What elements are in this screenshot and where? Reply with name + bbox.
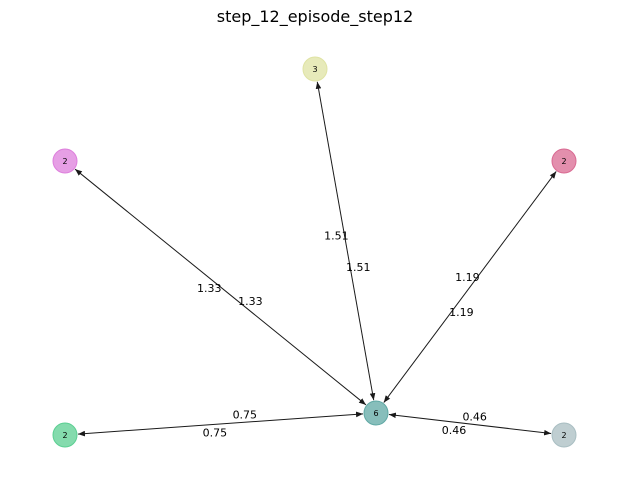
edge-weight-label: 1.33 [238, 295, 263, 308]
node-circle [551, 422, 577, 448]
edge-weight-label: 1.19 [455, 271, 480, 284]
node-label: 2 [561, 157, 566, 166]
edge-center-upper_right [383, 171, 557, 403]
node-circle [52, 422, 78, 448]
node-lower_left: 2 [52, 422, 78, 448]
edge-center-upper_left [74, 168, 367, 406]
edge-weight-label: 1.19 [449, 306, 474, 319]
node-top: 3 [302, 56, 328, 82]
edge-center-lower_left [77, 411, 364, 437]
node-label: 3 [312, 65, 317, 74]
node-label: 6 [373, 409, 378, 418]
edges-layer [74, 81, 557, 437]
node-upper_left: 2 [52, 148, 78, 174]
edge-weight-label: 0.46 [462, 410, 487, 423]
node-label: 2 [62, 157, 67, 166]
diagram-title: step_12_episode_step12 [216, 7, 414, 26]
nodes-layer: 6 3 2 2 2 2 [52, 56, 577, 448]
edge-weight-label: 1.33 [197, 282, 222, 295]
node-circle [52, 148, 78, 174]
edge-weight-label: 0.75 [233, 408, 258, 421]
node-center: 6 [363, 400, 389, 426]
node-circle [551, 148, 577, 174]
edge-weight-label: 0.46 [442, 424, 467, 437]
edge-weight-label: 1.51 [324, 230, 349, 243]
node-label: 2 [561, 431, 566, 440]
edge-labels-layer: 1.51 1.51 1.33 1.33 1.19 1.19 0.75 0.75 0.460.46 [197, 230, 487, 440]
edge-weight-label: 1.51 [346, 261, 371, 274]
node-circle [363, 400, 389, 426]
node-lower_right: 2 [551, 422, 577, 448]
edge-center-lower_right [388, 412, 552, 436]
edge-weight-label: 0.75 [203, 426, 228, 439]
node-circle [302, 56, 328, 82]
node-upper_right: 2 [551, 148, 577, 174]
node-label: 2 [62, 431, 67, 440]
